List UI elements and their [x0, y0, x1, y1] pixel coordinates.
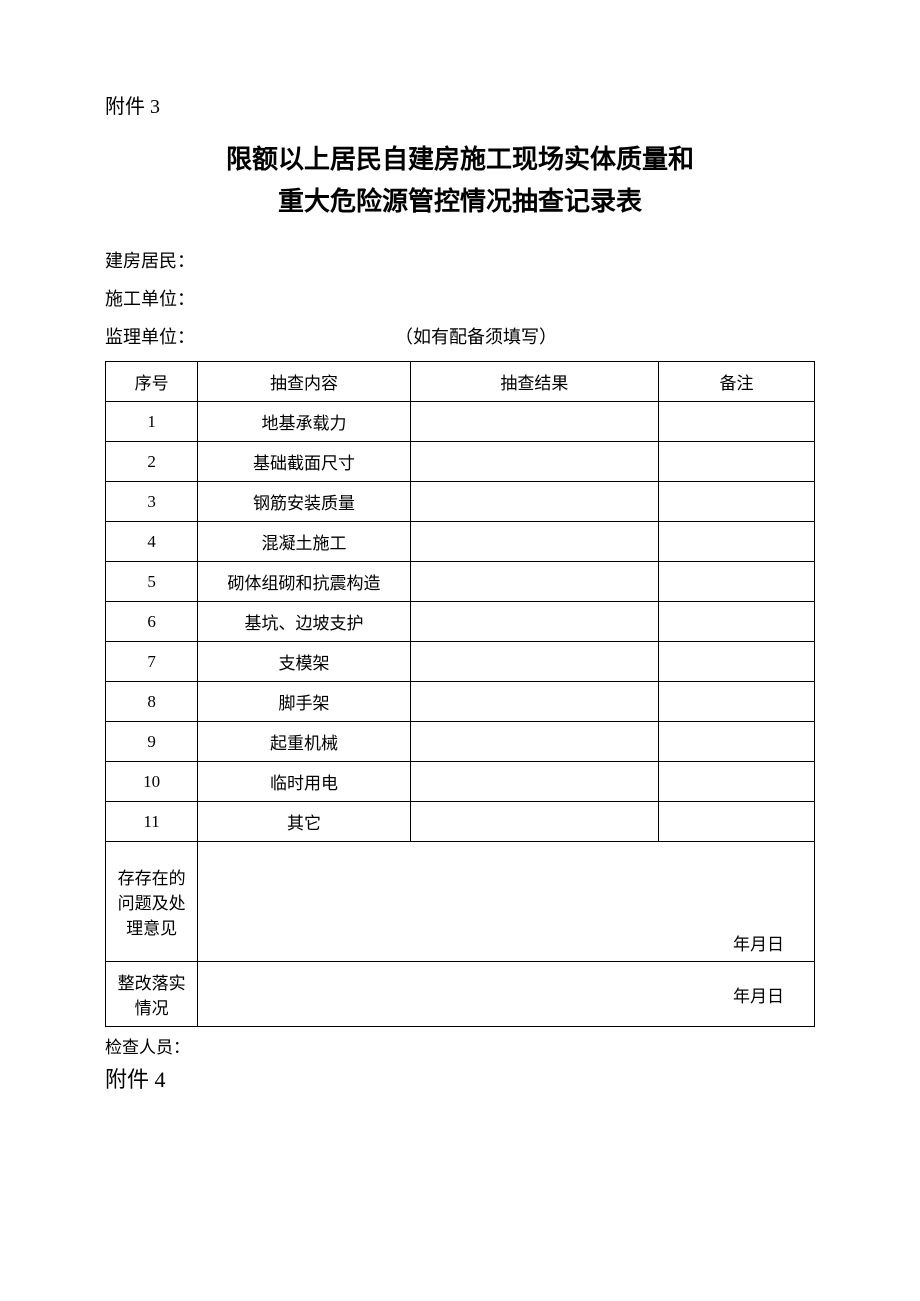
cell-remark	[659, 682, 815, 722]
attachment-3-label: 附件 3	[105, 90, 815, 119]
title-line-2: 重大危险源管控情况抽查记录表	[105, 181, 815, 223]
table-row: 6 基坑、边坡支护	[106, 602, 815, 642]
issues-row: 存存在的问题及处理意见 年月日	[106, 842, 815, 962]
cell-remark	[659, 482, 815, 522]
cell-seq: 3	[106, 482, 198, 522]
cell-seq: 4	[106, 522, 198, 562]
cell-result	[410, 482, 658, 522]
table-row: 10 临时用电	[106, 762, 815, 802]
table-row: 2 基础截面尺寸	[106, 442, 815, 482]
cell-content: 起重机械	[198, 722, 411, 762]
cell-content: 脚手架	[198, 682, 411, 722]
header-result: 抽查结果	[410, 362, 658, 402]
cell-remark	[659, 642, 815, 682]
cell-content: 基坑、边坡支护	[198, 602, 411, 642]
cell-seq: 7	[106, 642, 198, 682]
table-row: 11 其它	[106, 802, 815, 842]
cell-result	[410, 802, 658, 842]
cell-remark	[659, 402, 815, 442]
table-row: 9 起重机械	[106, 722, 815, 762]
table-row: 8 脚手架	[106, 682, 815, 722]
construction-info: 施工单位：	[105, 285, 815, 311]
cell-seq: 9	[106, 722, 198, 762]
header-seq: 序号	[106, 362, 198, 402]
rectification-row: 整改落实情况 年月日	[106, 962, 815, 1027]
table-row: 1 地基承载力	[106, 402, 815, 442]
cell-content: 基础截面尺寸	[198, 442, 411, 482]
title-line-1: 限额以上居民自建房施工现场实体质量和	[105, 139, 815, 181]
cell-content: 混凝土施工	[198, 522, 411, 562]
cell-seq: 5	[106, 562, 198, 602]
cell-result	[410, 522, 658, 562]
header-content: 抽查内容	[198, 362, 411, 402]
rectification-label: 整改落实情况	[106, 962, 198, 1027]
cell-seq: 1	[106, 402, 198, 442]
cell-remark	[659, 762, 815, 802]
cell-remark	[659, 722, 815, 762]
supervision-label: 监理单位：	[105, 323, 195, 349]
cell-seq: 11	[106, 802, 198, 842]
resident-info: 建房居民：	[105, 247, 815, 273]
cell-content: 支模架	[198, 642, 411, 682]
cell-seq: 6	[106, 602, 198, 642]
header-remark: 备注	[659, 362, 815, 402]
cell-result	[410, 442, 658, 482]
attachment-4-label: 附件 4	[105, 1062, 815, 1094]
cell-result	[410, 602, 658, 642]
cell-remark	[659, 802, 815, 842]
cell-result	[410, 642, 658, 682]
cell-content: 砌体组砌和抗震构造	[198, 562, 411, 602]
table-row: 4 混凝土施工	[106, 522, 815, 562]
rectification-date: 年月日	[198, 962, 815, 1027]
table-row: 3 钢筋安装质量	[106, 482, 815, 522]
cell-result	[410, 722, 658, 762]
inspector-label: 检查人员：	[105, 1033, 815, 1058]
table-row: 5 砌体组砌和抗震构造	[106, 562, 815, 602]
issues-date: 年月日	[198, 842, 815, 962]
cell-remark	[659, 562, 815, 602]
supervision-note: （如有配备须填写）	[395, 323, 557, 349]
table-row: 7 支模架	[106, 642, 815, 682]
cell-remark	[659, 522, 815, 562]
cell-remark	[659, 442, 815, 482]
inspection-table: 序号 抽查内容 抽查结果 备注 1 地基承载力 2 基础截面尺寸 3 钢筋安装质…	[105, 361, 815, 1027]
cell-content: 钢筋安装质量	[198, 482, 411, 522]
cell-seq: 10	[106, 762, 198, 802]
resident-label: 建房居民：	[105, 247, 195, 273]
cell-remark	[659, 602, 815, 642]
cell-result	[410, 762, 658, 802]
construction-label: 施工单位：	[105, 285, 195, 311]
cell-result	[410, 402, 658, 442]
cell-content: 临时用电	[198, 762, 411, 802]
cell-seq: 8	[106, 682, 198, 722]
table-header-row: 序号 抽查内容 抽查结果 备注	[106, 362, 815, 402]
cell-result	[410, 682, 658, 722]
cell-content: 地基承载力	[198, 402, 411, 442]
cell-content: 其它	[198, 802, 411, 842]
cell-result	[410, 562, 658, 602]
page-title: 限额以上居民自建房施工现场实体质量和 重大危险源管控情况抽查记录表	[105, 139, 815, 222]
supervision-info: 监理单位： （如有配备须填写）	[105, 323, 815, 349]
cell-seq: 2	[106, 442, 198, 482]
issues-label: 存存在的问题及处理意见	[106, 842, 198, 962]
